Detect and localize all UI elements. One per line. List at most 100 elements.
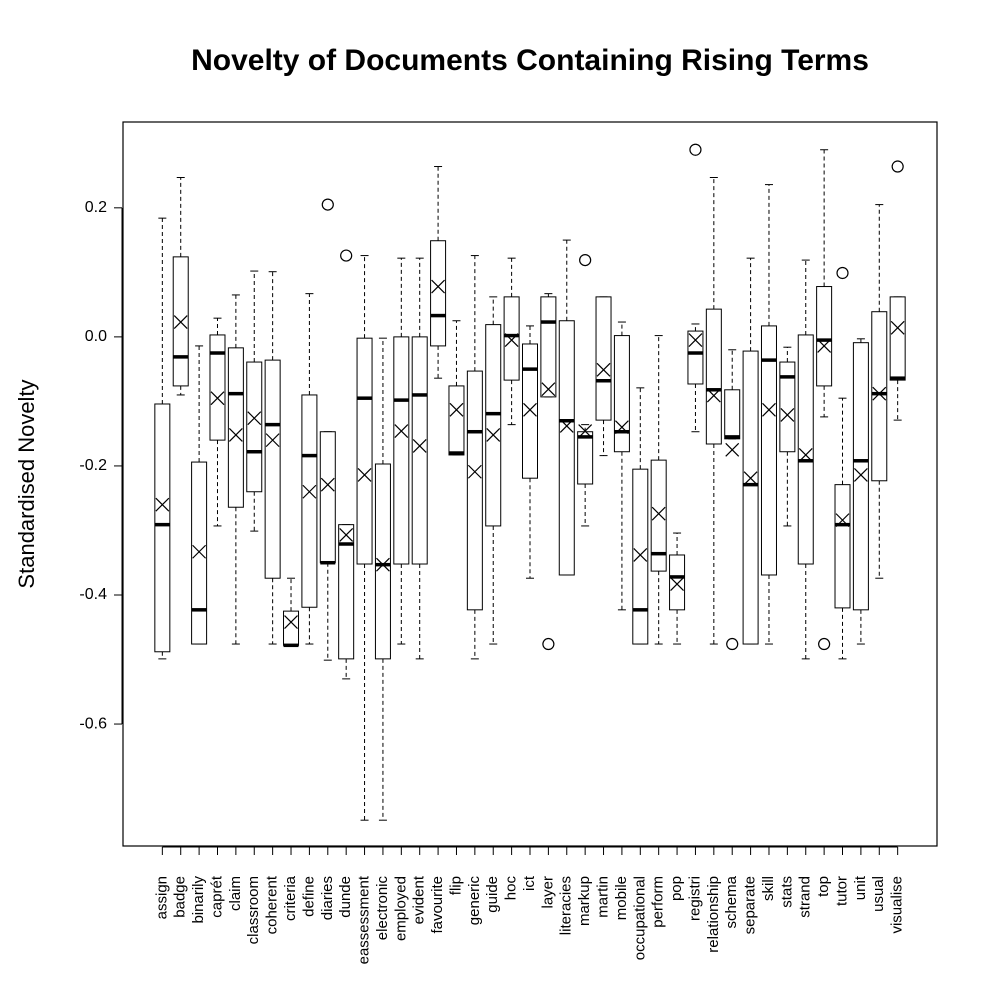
box	[779, 361, 796, 453]
mean-marker	[614, 420, 629, 435]
mean-marker	[339, 528, 354, 542]
box	[852, 342, 869, 611]
x-tick-label: perform	[650, 876, 667, 928]
outlier	[836, 266, 849, 280]
mean-marker	[228, 428, 243, 442]
box	[393, 336, 410, 565]
box	[338, 524, 355, 660]
box	[466, 370, 483, 611]
x-tick-label: hoc	[503, 876, 520, 901]
x-tick-label: occupational	[631, 876, 648, 960]
x-tick-label: strand	[797, 876, 814, 918]
x-tick-label: markup	[576, 876, 593, 926]
x-tick-label: layer	[539, 876, 556, 909]
outlier	[340, 249, 353, 262]
outlier	[689, 143, 702, 156]
x-tick-label: favourite	[429, 876, 446, 934]
mean-marker	[835, 513, 850, 528]
box	[687, 330, 704, 385]
mean-marker	[284, 615, 298, 630]
box	[669, 554, 686, 611]
box	[760, 325, 777, 576]
x-tick-label: stats	[778, 876, 795, 908]
mean-marker	[173, 315, 188, 329]
box	[613, 335, 630, 453]
box	[595, 296, 612, 421]
x-tick-label: flip	[447, 876, 464, 895]
box	[816, 286, 833, 387]
box	[209, 334, 226, 441]
mean-marker	[541, 382, 556, 397]
x-tick-label: ict	[521, 875, 538, 891]
mean-marker	[743, 471, 758, 486]
mean-marker	[798, 448, 813, 462]
y-tick-label: 0.2	[85, 199, 107, 216]
box	[485, 324, 502, 527]
box	[319, 431, 336, 564]
box	[871, 311, 888, 482]
box	[227, 347, 244, 508]
mean-marker	[320, 477, 335, 492]
mean-marker	[523, 402, 537, 417]
x-tick-label: evident	[411, 875, 428, 924]
mean-marker	[872, 386, 887, 401]
y-axis-label: Standardised Novelty	[14, 379, 39, 588]
box	[632, 468, 649, 645]
mean-marker	[155, 497, 170, 512]
outlier	[891, 160, 904, 173]
box	[834, 484, 851, 609]
mean-marker	[431, 279, 446, 294]
mean-marker	[725, 442, 740, 457]
mean-marker	[504, 333, 519, 348]
x-tick-label: visualise	[889, 876, 906, 934]
box	[577, 431, 594, 485]
box	[374, 463, 391, 660]
box	[191, 461, 208, 645]
mean-marker	[412, 439, 427, 453]
x-tick-label: criteria	[282, 875, 299, 921]
mean-marker	[890, 320, 905, 335]
x-tick-label: caprét	[208, 875, 225, 918]
box	[558, 320, 575, 576]
x-tick-label: binarily	[190, 876, 207, 924]
mean-marker	[633, 548, 648, 562]
x-tick-label: usual	[870, 876, 887, 912]
mean-marker	[394, 424, 409, 439]
mean-marker	[467, 464, 482, 479]
x-tick-label: assign	[153, 876, 170, 919]
mean-marker	[449, 402, 464, 417]
x-tick-label: unit	[852, 875, 869, 900]
mean-marker	[817, 338, 832, 353]
box	[540, 296, 557, 398]
mean-marker	[688, 333, 703, 348]
x-tick-label: generic	[466, 876, 483, 926]
mean-marker	[780, 408, 795, 422]
x-tick-label: claim	[227, 876, 244, 911]
x-tick-label: coherent	[264, 875, 281, 934]
mean-marker	[247, 411, 262, 426]
x-tick-label: employed	[392, 876, 409, 941]
mean-marker	[853, 468, 868, 482]
outlier	[818, 637, 831, 651]
x-tick-label: guide	[484, 876, 501, 913]
box	[301, 394, 318, 608]
y-tick-label: -0.2	[79, 457, 107, 474]
box	[246, 361, 263, 493]
x-tick-label: classroom	[245, 876, 262, 944]
mean-marker	[376, 557, 390, 572]
box	[264, 359, 281, 579]
box	[522, 343, 538, 479]
x-tick-label: mobile	[613, 876, 630, 920]
x-tick-label: electronic	[374, 876, 391, 941]
mean-marker	[670, 577, 684, 591]
mean-marker	[210, 391, 225, 406]
box	[705, 308, 722, 445]
x-tick-label: literacies	[558, 876, 575, 935]
outlier	[726, 637, 739, 651]
x-tick-label: define	[300, 876, 317, 917]
box	[889, 296, 906, 381]
mean-marker	[762, 402, 776, 417]
box	[356, 337, 373, 565]
box	[797, 334, 814, 565]
box	[448, 385, 465, 456]
